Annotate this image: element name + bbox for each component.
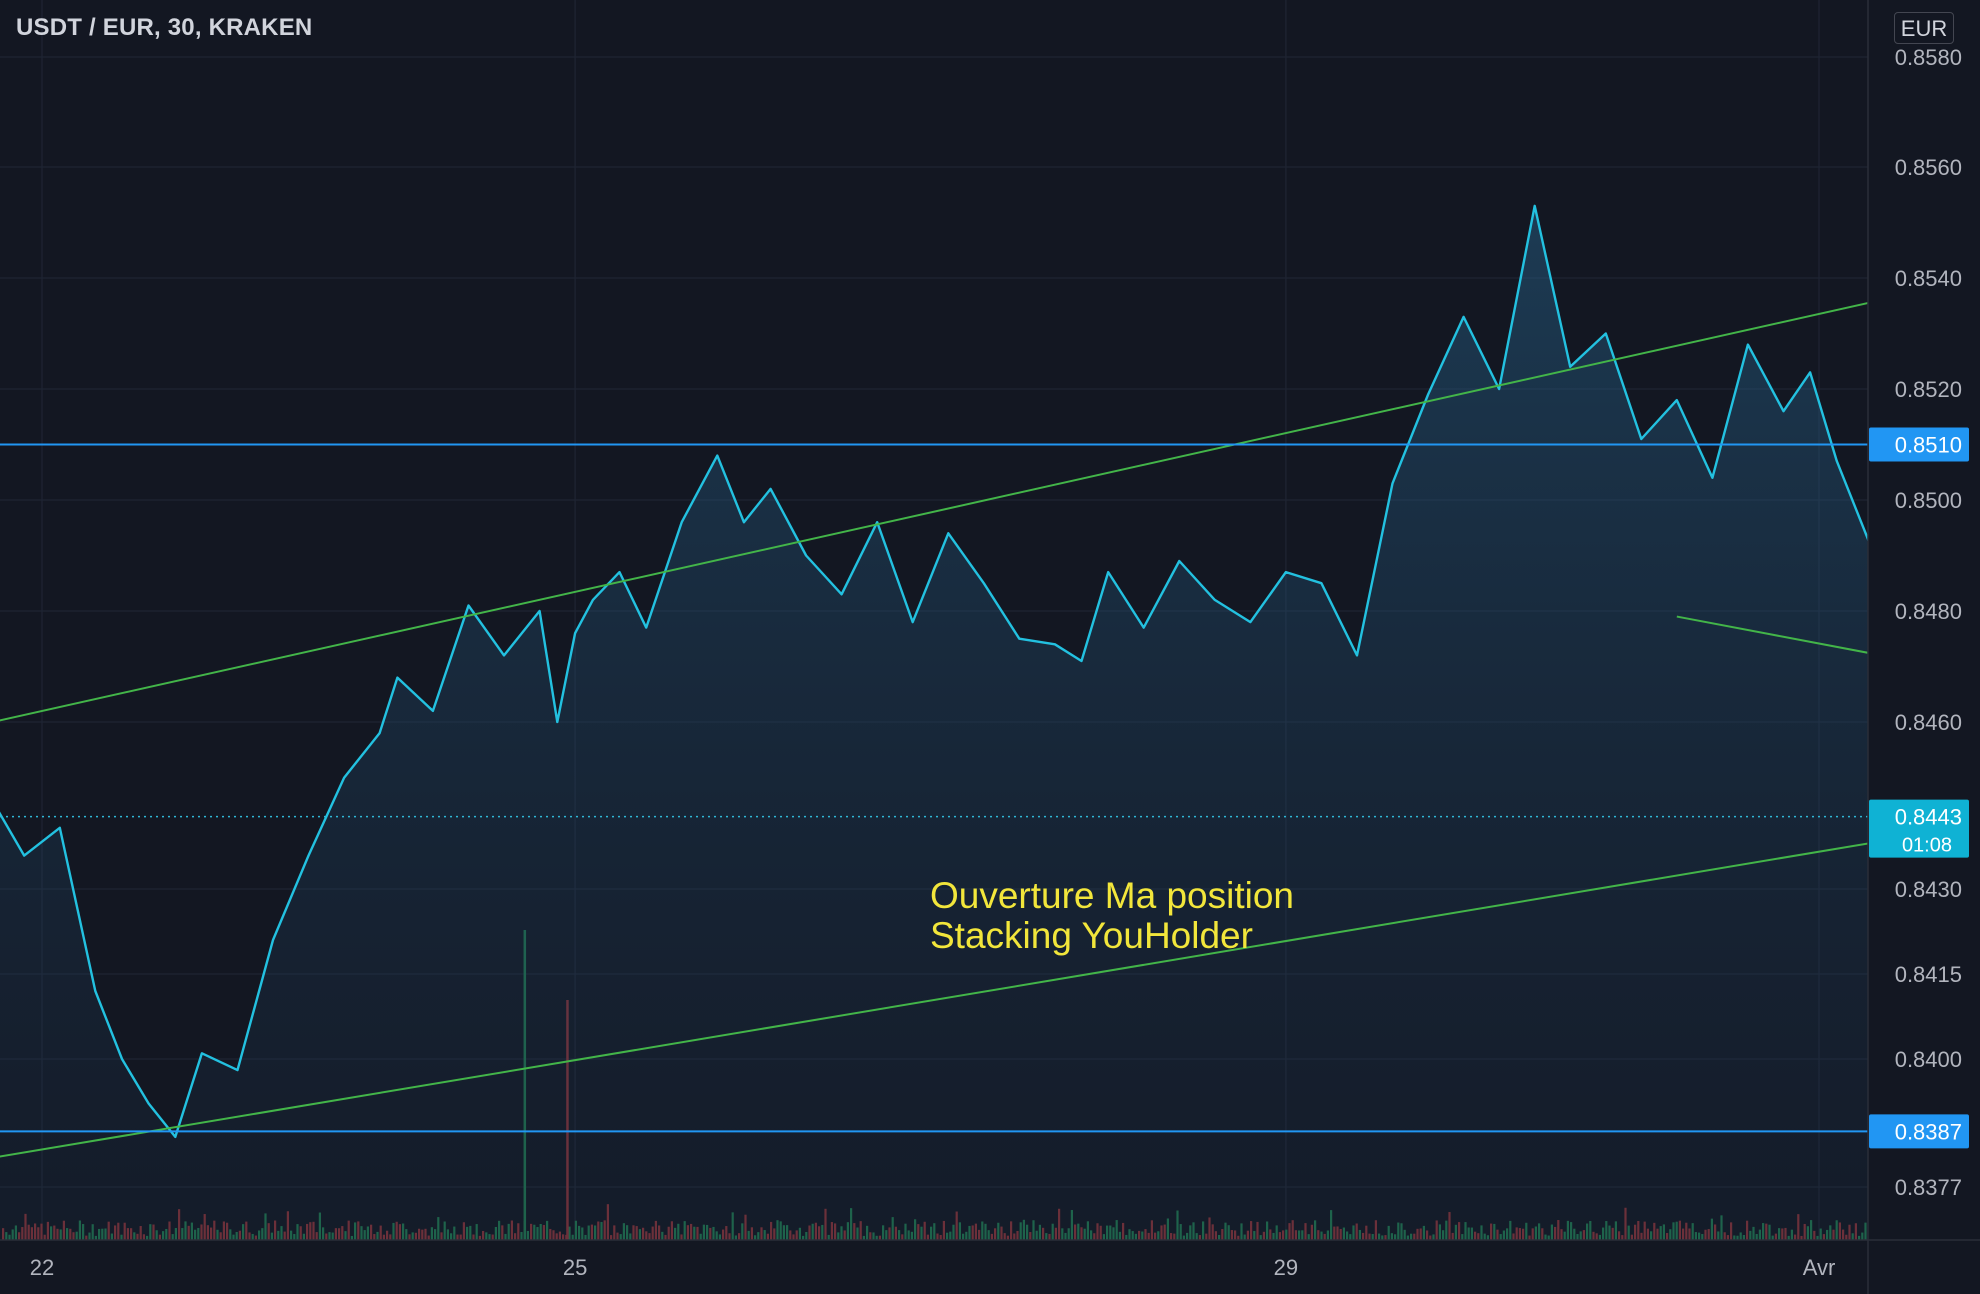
current-price-label: 0.8443: [1895, 805, 1962, 830]
price-line: [0, 204, 1868, 1139]
trade-annotation-text: Ouverture Ma position Stacking YouHolder: [930, 876, 1294, 956]
price-tick-label: 0.8500: [1895, 488, 1962, 513]
level-price-tag: [1869, 1114, 1969, 1149]
time-tick-label: 22: [30, 1255, 54, 1280]
bar-countdown-label: 01:08: [1902, 835, 1952, 857]
price-area: [0, 205, 1868, 1240]
time-axis-panel: [0, 1240, 1980, 1294]
trend-line-1: [0, 301, 1868, 722]
current-price-tag: [1869, 799, 1969, 858]
level-price-tag: [1869, 427, 1969, 462]
price-tick-label: 0.8430: [1895, 877, 1962, 902]
time-tick-label: 29: [1274, 1255, 1298, 1280]
annotation-line-2: Stacking YouHolder: [930, 915, 1253, 956]
trend-line-2: [0, 842, 1868, 1158]
currency-selector-button[interactable]: EUR: [1894, 12, 1954, 44]
price-tick-label: 0.8415: [1895, 962, 1962, 987]
price-tick-label: 0.8540: [1895, 266, 1962, 291]
price-tick-label: 0.8560: [1895, 155, 1962, 180]
level-price-label: 0.8510: [1895, 433, 1962, 458]
price-axis-panel: [1868, 0, 1980, 1294]
annotation-line-1: Ouverture Ma position: [930, 875, 1295, 916]
price-tick-label: 0.8580: [1895, 45, 1962, 70]
trend-lines: [0, 301, 1868, 1158]
time-tick-label: 25: [563, 1255, 587, 1280]
price-tick-label: 0.8520: [1895, 377, 1962, 402]
level-price-label: 0.8387: [1895, 1119, 1962, 1144]
price-tick-label: 0.8460: [1895, 710, 1962, 735]
time-tick-label: Avr: [1803, 1255, 1836, 1280]
price-tick-label: 0.8480: [1895, 599, 1962, 624]
price-tick-label: 0.8400: [1895, 1047, 1962, 1072]
chart-title: USDT / EUR, 30, KRAKEN: [16, 14, 313, 41]
price-tick-label: 0.8377: [1895, 1175, 1962, 1200]
